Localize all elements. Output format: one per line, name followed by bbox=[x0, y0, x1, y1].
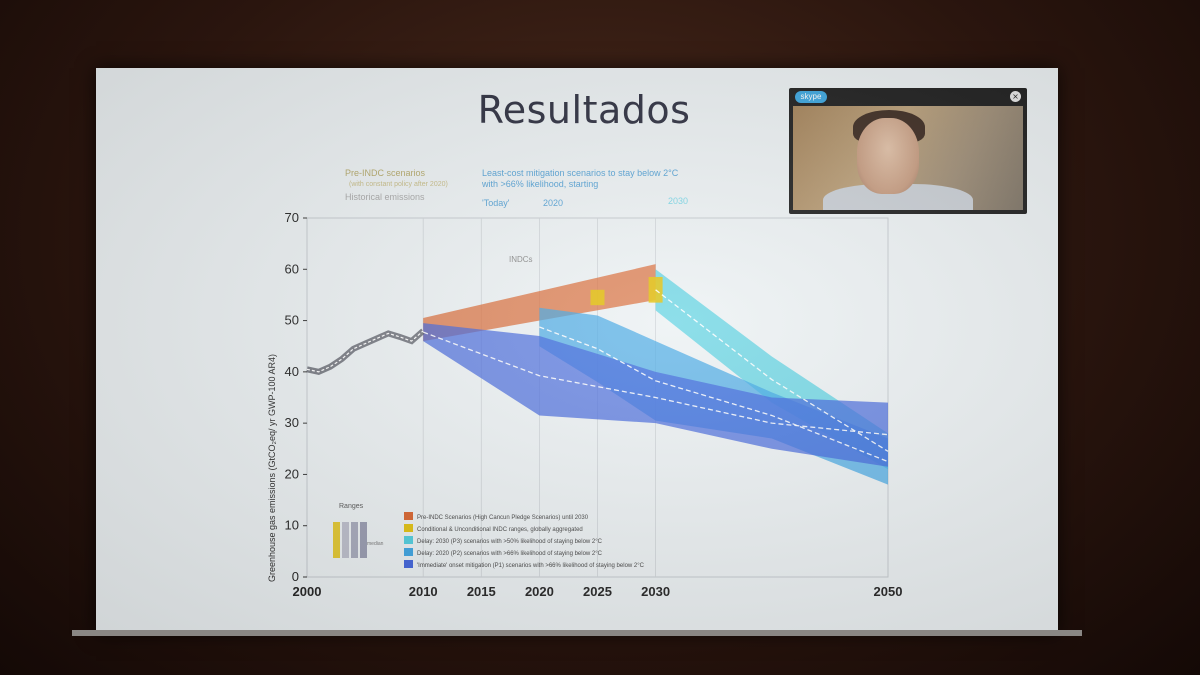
historical-median bbox=[306, 330, 424, 373]
legend-range-swatch-0 bbox=[333, 522, 340, 558]
indcs-label: INDCs bbox=[509, 255, 533, 264]
median-1 bbox=[539, 326, 889, 463]
legend-median-label: median bbox=[367, 541, 384, 547]
pre-indc-header: Pre-INDC scenarios bbox=[345, 168, 426, 178]
legend-ranges-title: Ranges bbox=[339, 503, 364, 510]
close-icon[interactable]: × bbox=[1010, 91, 1021, 102]
x-tick-label-2000: 2000 bbox=[293, 584, 322, 599]
legend-swatch-3 bbox=[404, 548, 413, 556]
legend-range-swatch-3 bbox=[360, 522, 367, 558]
start-today-label: 'Today' bbox=[482, 198, 510, 208]
least-cost-header-2: with >66% likelihood, starting bbox=[482, 179, 599, 189]
legend-range-swatch-2 bbox=[351, 522, 358, 558]
y-tick-label-10: 10 bbox=[285, 518, 299, 533]
start-2030-label: 2030 bbox=[668, 196, 689, 206]
x-tick-label-2025: 2025 bbox=[583, 584, 612, 599]
person-face bbox=[857, 118, 919, 194]
start-2020-label: 2020 bbox=[543, 198, 564, 208]
x-tick-label-2015: 2015 bbox=[467, 584, 496, 599]
chart-bands bbox=[423, 264, 888, 485]
slide-title: Resultados bbox=[477, 88, 691, 132]
y-tick-label-60: 60 bbox=[285, 261, 299, 276]
indc-marker-2025 bbox=[590, 289, 605, 306]
y-tick-label-20: 20 bbox=[285, 466, 299, 481]
legend-entry-0: Pre-INDC Scenarios (High Cancun Pledge S… bbox=[417, 515, 589, 521]
skype-logo: skype bbox=[795, 91, 827, 103]
x-tick-label-2030: 2030 bbox=[641, 584, 670, 599]
y-tick-label-40: 40 bbox=[285, 364, 299, 379]
legend-entry-2: Delay: 2030 (P3) scenarios with >50% lik… bbox=[417, 539, 603, 545]
y-axis-label: Greenhouse gas emissions (GtCO₂eq/ yr GW… bbox=[267, 354, 277, 582]
x-tick-label-2050: 2050 bbox=[874, 584, 903, 599]
pre-indc-subheader: (with constant policy after 2020) bbox=[349, 181, 448, 188]
y-tick-label-30: 30 bbox=[285, 415, 299, 430]
median-2 bbox=[422, 331, 889, 436]
y-tick-label-50: 50 bbox=[285, 313, 299, 328]
y-tick-label-70: 70 bbox=[285, 210, 299, 225]
legend-entry-1: Conditional & Unconditional INDC ranges,… bbox=[417, 527, 583, 533]
least-cost-header-1: Least-cost mitigation scenarios to stay … bbox=[482, 168, 679, 178]
skype-video-window[interactable]: skype × bbox=[789, 88, 1027, 214]
projection-screen: Resultados Pre-INDC scenarios (with cons… bbox=[96, 68, 1058, 634]
legend-entry-4: 'Immediate' onset mitigation (P1) scenar… bbox=[417, 563, 645, 569]
x-tick-label-2010: 2010 bbox=[409, 584, 438, 599]
band-5 bbox=[423, 323, 888, 467]
legend-entry-3: Delay: 2020 (P2) scenarios with >66% lik… bbox=[417, 551, 603, 557]
median-0 bbox=[655, 289, 889, 452]
legend-swatch-0 bbox=[404, 512, 413, 520]
historical-line bbox=[306, 328, 426, 375]
indc-marker-2030 bbox=[648, 276, 663, 303]
video-feed bbox=[793, 106, 1023, 210]
legend-swatch-2 bbox=[404, 536, 413, 544]
legend-swatch-1 bbox=[404, 524, 413, 532]
legend-range-swatch-1 bbox=[342, 522, 349, 558]
x-tick-label-2020: 2020 bbox=[525, 584, 554, 599]
legend-swatch-4 bbox=[404, 560, 413, 568]
y-tick-label-0: 0 bbox=[292, 569, 299, 584]
chart-lines bbox=[306, 289, 889, 463]
screen-bottom-bar bbox=[72, 630, 1082, 636]
chart-legend: Ranges median Pre-INDC Scenarios (High Can… bbox=[333, 503, 645, 569]
band-1 bbox=[423, 264, 656, 342]
historical-header: Historical emissions bbox=[345, 192, 425, 202]
